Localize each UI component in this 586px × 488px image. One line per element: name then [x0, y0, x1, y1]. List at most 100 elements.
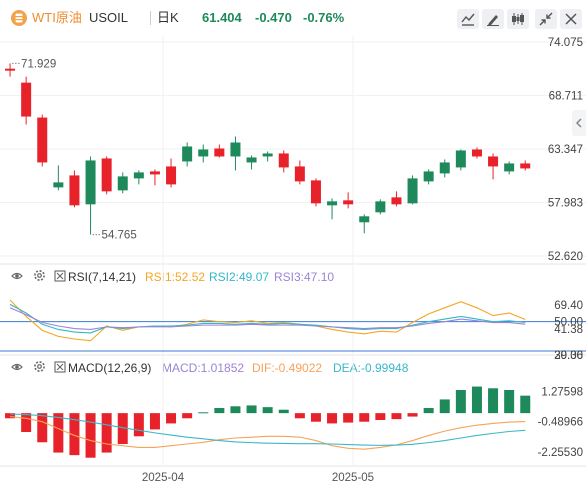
price-change-pct: -0.76%	[303, 10, 345, 25]
macd-title: MACD(12,26,9)	[68, 361, 152, 375]
symbol-name[interactable]: WTI原油	[32, 10, 82, 25]
oil-barrel-icon	[11, 10, 27, 26]
candle-body	[37, 117, 48, 163]
header-divider	[150, 11, 151, 25]
candle-body	[310, 180, 321, 204]
macd-histogram-bar	[230, 406, 241, 414]
macd-histogram-bar	[214, 408, 225, 414]
draw-icon	[487, 15, 499, 26]
candle-body	[133, 172, 144, 179]
macd-line-dea	[10, 413, 526, 446]
period-selector[interactable]: 日K	[157, 10, 179, 25]
macd-histogram-bar	[343, 413, 354, 423]
candle-body	[520, 163, 531, 169]
macd-histogram-bar	[117, 413, 128, 444]
rsi3-value: RSI3:47.10	[274, 270, 335, 284]
candle-body	[5, 68, 16, 71]
macd-histogram-bar	[327, 413, 338, 424]
candle-body	[343, 200, 354, 205]
eye-icon[interactable]	[11, 270, 23, 282]
gear-icon[interactable]	[33, 269, 46, 282]
candle-body	[246, 157, 257, 163]
delete-icon[interactable]	[54, 361, 66, 373]
macd-histogram-bar	[504, 390, 515, 414]
candle-body	[391, 197, 402, 205]
candle-body	[327, 201, 338, 206]
time-axis-tick: 2025-05	[332, 472, 374, 484]
macd-histogram-bar	[423, 408, 434, 414]
macd-histogram-bar	[471, 386, 482, 414]
candle-body	[214, 148, 225, 157]
candle-body	[375, 201, 386, 213]
price-axis-tick: 52.620	[548, 251, 583, 263]
price-change: -0.470	[255, 10, 292, 25]
chevron-left-icon	[575, 118, 582, 128]
close-button[interactable]	[560, 9, 582, 29]
rsi1-value: RSI1:52.52	[145, 270, 206, 284]
candle-body	[85, 160, 96, 205]
macd-value: MACD:1.01852	[162, 361, 245, 375]
candle-body	[294, 166, 305, 182]
macd-histogram-bar	[439, 399, 450, 414]
macd-histogram-bar	[294, 413, 305, 419]
side-panel-toggle[interactable]	[572, 110, 586, 136]
draw-button[interactable]	[482, 9, 504, 29]
candle-body	[455, 150, 466, 168]
macd-histogram-bar	[520, 395, 531, 414]
rsi-line-rsi1	[9, 299, 526, 342]
rsi-line-rsi2	[9, 303, 526, 334]
symbol-code: USOIL	[89, 10, 129, 25]
macd-axis-tick: 1.27598	[541, 386, 583, 398]
chart-style-button[interactable]	[457, 9, 479, 29]
gear-icon[interactable]	[33, 360, 46, 373]
macd-histogram-bar	[149, 413, 160, 430]
delete-icon[interactable]	[54, 270, 66, 282]
candle-body	[21, 82, 32, 117]
candle-body	[69, 175, 80, 206]
rsi-axis-tick: 29.36	[554, 350, 583, 362]
price-axis-tick: 74.075	[548, 37, 583, 49]
macd-histogram-bar	[69, 413, 80, 456]
macd-histogram-bar	[85, 413, 96, 458]
macd-histogram-bar	[310, 413, 321, 422]
candle-body	[117, 176, 128, 191]
macd-histogram-bar	[488, 388, 499, 414]
rsi-title: RSI(7,14,21)	[68, 270, 137, 284]
macd-histogram-bar	[262, 407, 273, 414]
macd-histogram-bar	[359, 413, 370, 422]
candle-body	[262, 153, 273, 157]
macd-histogram-bar	[133, 413, 144, 437]
collapse-button[interactable]	[535, 9, 557, 29]
macd-histogram-bar	[246, 405, 257, 414]
macd-histogram-bar	[37, 413, 48, 443]
dea-value: DEA:-0.99948	[333, 361, 409, 375]
candle-body	[423, 171, 434, 182]
price-axis-tick: 63.347	[548, 144, 583, 156]
rsi-axis-tick: 69.40	[554, 300, 583, 312]
candle-body	[149, 171, 160, 175]
macd-histogram-bar	[375, 413, 386, 420]
macd-histogram-bar	[182, 413, 193, 419]
candle-body	[504, 163, 515, 172]
price-axis-tick: 68.711	[549, 91, 583, 103]
macd-axis-tick: -0.48966	[538, 417, 583, 429]
candle-body	[53, 182, 64, 188]
macd-axis-tick: -2.25530	[538, 447, 583, 459]
eye-icon[interactable]	[11, 361, 23, 373]
indicator-button[interactable]	[507, 9, 529, 29]
macd-histogram-bar	[198, 412, 209, 414]
last-price: 61.404	[202, 10, 242, 25]
macd-histogram-bar	[278, 409, 289, 414]
candle-body	[182, 146, 193, 162]
macd-line-dif	[9, 416, 526, 450]
high-annotation: 71.929	[21, 58, 56, 70]
rsi-legend: RSI(7,14,21) RSI1:52.52 RSI2:49.07 RSI3:…	[0, 268, 400, 284]
time-axis-tick: 2025-04	[142, 472, 185, 484]
price-axis-tick: 57.983	[548, 198, 583, 210]
candle-body	[407, 178, 418, 204]
close-icon	[565, 13, 577, 25]
candle-body	[166, 166, 177, 185]
rsi-axis-tick: 30.00	[554, 350, 583, 362]
macd-legend: MACD(12,26,9) MACD:1.01852 DIF:-0.49022 …	[0, 359, 440, 375]
